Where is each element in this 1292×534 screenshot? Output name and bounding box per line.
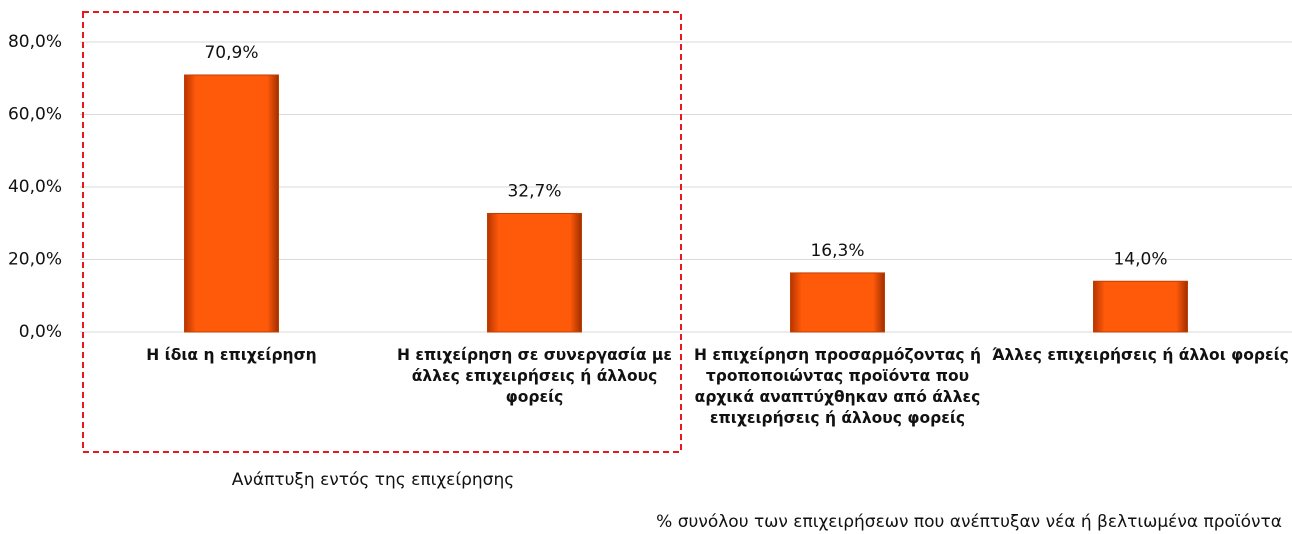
value-label: 70,9% [204,43,258,63]
y-tick-label: 80,0% [8,32,62,52]
value-label: 14,0% [1113,249,1167,269]
value-label: 16,3% [810,241,864,261]
y-tick-label: 0,0% [19,322,62,342]
bar [184,74,279,333]
bar [487,212,582,333]
value-label: 32,7% [507,181,561,201]
x-tick-label: Η ίδια η επιχείρηση [146,346,317,364]
group-box [82,11,682,453]
footnote: % συνόλου των επιχειρήσεων που ανέπτυξαν… [656,512,1282,532]
y-tick-label: 20,0% [8,250,62,270]
bar [1093,280,1188,333]
x-tick-label: Άλλες επιχειρήσεις ή άλλοι φορείς [992,346,1289,364]
y-tick-label: 40,0% [8,177,62,197]
bar [790,272,885,333]
group-label: Ανάπτυξη εντός της επιχείρησης [232,470,514,490]
x-tick-label: Η επιχείρηση προσαρμόζοντας ή τροποποιών… [694,346,981,427]
x-tick-label: Η επιχείρηση σε συνεργασία με άλλες επιχ… [397,346,672,406]
y-tick-label: 60,0% [8,105,62,125]
